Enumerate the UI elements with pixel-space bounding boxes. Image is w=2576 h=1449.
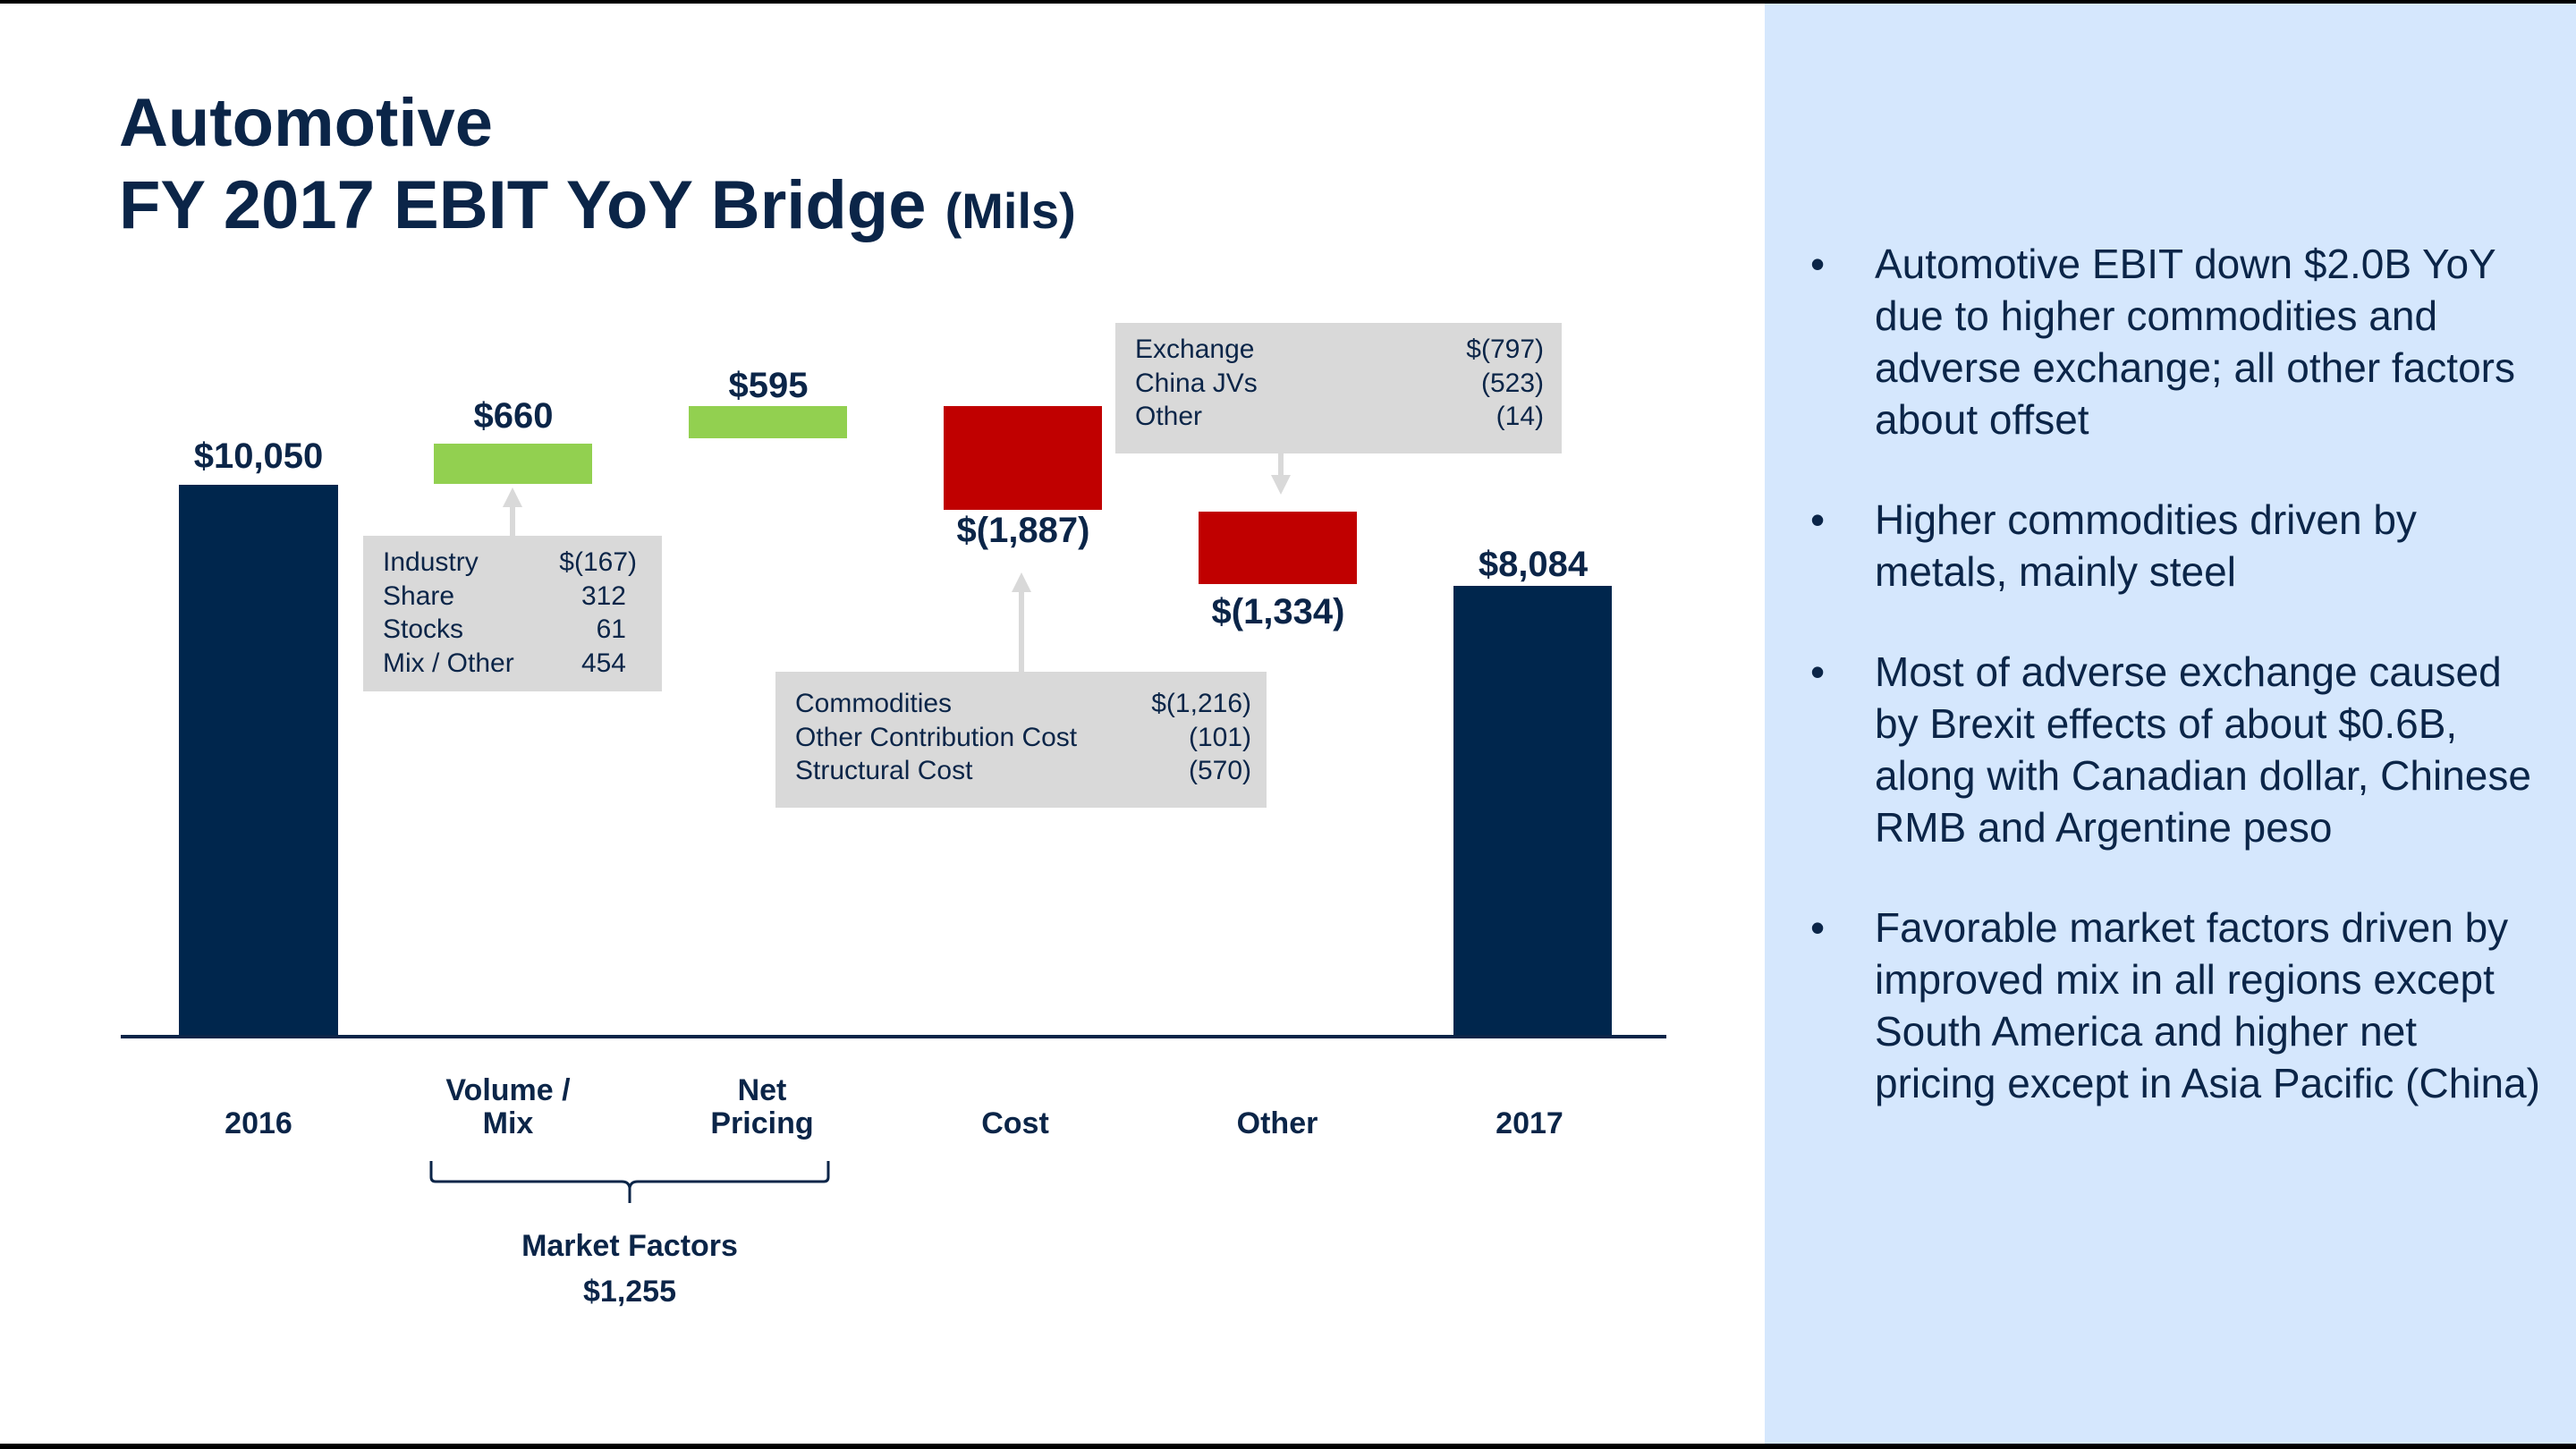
value-label-2017: $8,084 (1478, 545, 1589, 584)
callout-row: Commodities $(1,216) (795, 689, 1251, 718)
value-label-2016: $10,050 (193, 436, 324, 476)
bar-net-pricing (689, 406, 847, 438)
bullet-icon: • (1810, 904, 1826, 951)
arrow-up-icon (1012, 572, 1031, 592)
callout-row: Industry $(167) (383, 547, 637, 577)
commentary-bullet: • Favorable market factors driven by impr… (1807, 902, 2549, 1109)
callout-arrow-other (1278, 453, 1284, 477)
callout-row: Other (14) (1135, 402, 1544, 431)
bar-2017 (1453, 586, 1612, 1037)
bar-other (1199, 512, 1357, 584)
callout-cost: Commodities $(1,216) Other Contribution C… (775, 672, 1267, 808)
callout-row: Share 312 (383, 580, 626, 611)
callout-row: Other Contribution Cost (101) (795, 722, 1251, 752)
commentary-bullet: • Automotive EBIT down $2.0B YoY due to h… (1807, 238, 2549, 445)
arrow-down-icon (1271, 475, 1291, 495)
title-line-2: FY 2017 EBIT YoY Bridge (Mils) (119, 167, 1076, 243)
x-label-2016: 2016 (225, 1106, 292, 1140)
callout-row: Mix / Other 454 (383, 648, 626, 678)
slide-title: Automotive FY 2017 EBIT YoY Bridge (Mils… (119, 82, 1076, 252)
commentary-list: • Automotive EBIT down $2.0B YoY due to h… (1807, 238, 2549, 1157)
callout-arrow-cost (1019, 590, 1024, 672)
bottom-border (0, 1444, 2576, 1449)
callout-other: Exchange $(797) China JVs (523) Other (14) (1115, 323, 1562, 453)
callout-row: China JVs (523) (1135, 368, 1544, 398)
callout-row: Stocks 61 (383, 614, 626, 644)
x-label-net-pricing: Net Pricing (710, 1073, 814, 1140)
x-axis-line (121, 1035, 1666, 1038)
x-label-2017: 2017 (1496, 1106, 1563, 1140)
callout-row: Structural Cost (570) (795, 756, 1251, 785)
bullet-icon: • (1810, 496, 1826, 543)
market-factors-value: $1,255 (583, 1275, 676, 1309)
market-factors-bracket (429, 1161, 830, 1203)
bar-2016 (179, 485, 338, 1037)
title-line-1: Automotive (119, 85, 493, 161)
value-label-other: $(1,334) (1211, 592, 1345, 631)
top-border (0, 0, 2576, 4)
commentary-bullet: • Most of adverse exchange caused by Brex… (1807, 646, 2549, 853)
bullet-icon: • (1810, 241, 1826, 287)
commentary-panel (1765, 4, 2576, 1444)
market-factors-label: Market Factors (521, 1229, 738, 1263)
value-label-volume-mix: $660 (473, 396, 554, 436)
bar-volume-mix (434, 444, 592, 484)
bullet-icon: • (1810, 648, 1826, 695)
x-label-other: Other (1236, 1106, 1318, 1140)
commentary-bullet: • Higher commodities driven by metals, ma… (1807, 494, 2549, 597)
value-label-net-pricing: $595 (728, 366, 809, 405)
callout-volume-mix: Industry $(167) Share 312 Stocks 61 Mix / O… (363, 536, 662, 691)
callout-row: Exchange $(797) (1135, 335, 1544, 364)
arrow-up-icon (503, 487, 522, 507)
value-label-cost: $(1,887) (956, 511, 1090, 550)
x-label-cost: Cost (981, 1106, 1049, 1140)
x-label-volume-mix: Volume / Mix (445, 1073, 571, 1140)
bar-cost (944, 406, 1102, 510)
title-units: (Mils) (945, 182, 1076, 239)
callout-arrow-volume-mix (510, 505, 515, 536)
